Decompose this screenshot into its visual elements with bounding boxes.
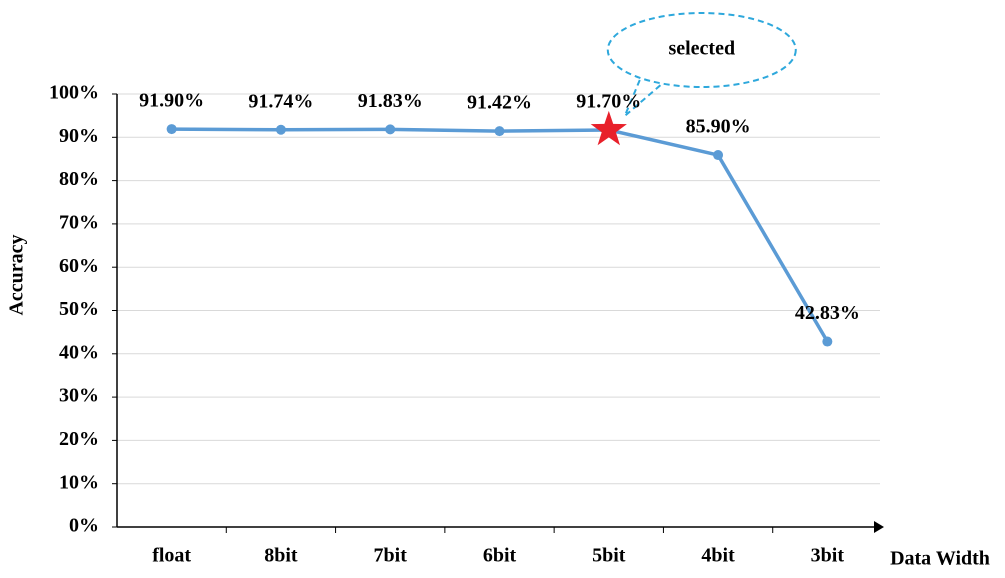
value-label: 91.83% [358, 90, 423, 112]
y-tick-label: 0% [69, 515, 99, 537]
x-tick-label: 4bit [701, 545, 735, 567]
x-tick-label: 3bit [811, 545, 845, 567]
x-tick-label: 8bit [264, 545, 298, 567]
callout-tail [623, 79, 663, 117]
y-tick-label: 100% [49, 82, 99, 104]
y-tick-label: 90% [59, 125, 99, 147]
point [166, 124, 177, 135]
y-tick-label: 60% [59, 255, 99, 277]
y-axis-label: Accuracy [6, 234, 28, 315]
y-tick-label: 40% [59, 341, 99, 363]
y-tick-label: 50% [59, 298, 99, 320]
callout [606, 12, 797, 88]
point [385, 124, 396, 135]
value-label: 91.42% [467, 92, 532, 114]
y-tick-label: 80% [59, 168, 99, 190]
annotation: selected [668, 38, 735, 60]
x-axis-label: Data Width [890, 548, 990, 570]
y-tick-label: 70% [59, 211, 99, 233]
highlight-star [590, 110, 627, 146]
value-label: 91.74% [248, 90, 313, 112]
value-label: 91.90% [139, 90, 204, 112]
y-tick-label: 10% [59, 471, 99, 493]
value-label: 91.70% [576, 91, 641, 113]
y-tick-label: 30% [59, 385, 99, 407]
data-line [171, 127, 829, 343]
value-label: 42.83% [795, 302, 860, 324]
x-axis-arrow [874, 521, 884, 533]
x-tick-label: float [152, 545, 191, 567]
y-tick-label: 20% [59, 428, 99, 450]
value-label: 85.90% [686, 116, 751, 138]
point [494, 126, 505, 137]
x-tick-label: 5bit [592, 545, 626, 567]
x-tick-label: 7bit [374, 545, 408, 567]
point [822, 336, 833, 347]
x-tick-label: 6bit [483, 545, 517, 567]
point [275, 124, 286, 135]
point [713, 150, 724, 161]
